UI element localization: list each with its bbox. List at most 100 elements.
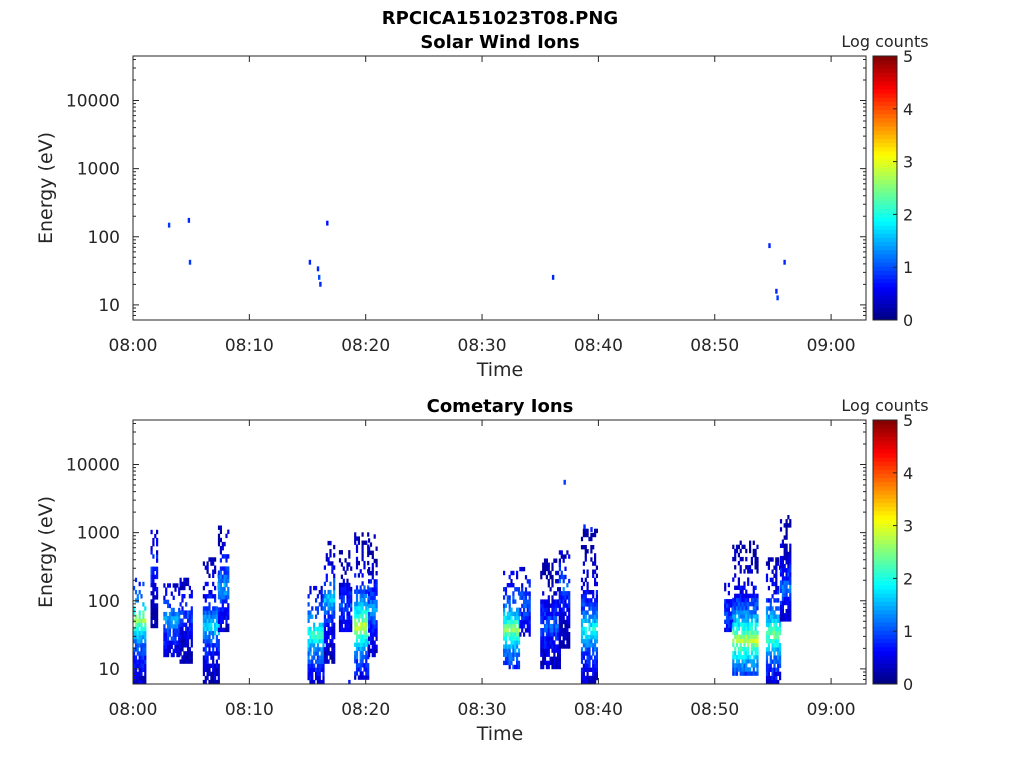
- heatmap-cell: [785, 568, 788, 573]
- heatmap-cell: [344, 623, 347, 628]
- heatmap-cell: [557, 632, 560, 637]
- heatmap-cell: [754, 630, 757, 635]
- heatmap-cell: [588, 639, 591, 644]
- heatmap-cell: [508, 660, 511, 666]
- heatmap-cell: [185, 643, 188, 648]
- heatmap-cell: [750, 561, 753, 566]
- heatmap-cell: [542, 603, 545, 608]
- heatmap-cell: [765, 610, 769, 615]
- heatmap-cell: [564, 566, 567, 571]
- heatmap-cell: [512, 599, 515, 604]
- heatmap-cell: [592, 663, 595, 668]
- heatmap-cell: [363, 642, 366, 647]
- heatmap-cell: [783, 568, 786, 573]
- heatmap-cell: [785, 555, 788, 561]
- heatmap-cell: [771, 679, 774, 685]
- heatmap-cell: [329, 643, 332, 648]
- heatmap-cell: [551, 562, 554, 567]
- colorbar-segment: [873, 486, 897, 491]
- heatmap-cell: [767, 622, 770, 628]
- heatmap-cell: [333, 626, 336, 632]
- heatmap-cell: [327, 557, 330, 562]
- heatmap-cell: [315, 614, 318, 619]
- heatmap-cell: [549, 615, 552, 621]
- colorbar-segment: [873, 179, 897, 185]
- heatmap-cell: [779, 675, 782, 681]
- heatmap-cell: [555, 632, 558, 637]
- heatmap-cell: [322, 643, 325, 648]
- heatmap-cell: [767, 598, 770, 603]
- heatmap-cell: [316, 606, 319, 611]
- heatmap-cell: [359, 609, 362, 615]
- heatmap-cell: [785, 535, 788, 540]
- heatmap-cell: [737, 577, 740, 582]
- heatmap-cell: [338, 623, 342, 628]
- heatmap-cell: [223, 574, 226, 579]
- heatmap-cell: [767, 561, 770, 566]
- heatmap-cell: [142, 675, 145, 681]
- heatmap-cell: [588, 590, 591, 595]
- heatmap-cell: [735, 667, 739, 672]
- heatmap-cell: [340, 619, 343, 624]
- heatmap-cell: [215, 679, 218, 685]
- heatmap-cell: [168, 616, 171, 621]
- heatmap-cell: [787, 555, 790, 561]
- heatmap-cell: [584, 679, 587, 685]
- colorbar-segment: [873, 531, 897, 536]
- heatmap-cell: [508, 611, 511, 617]
- heatmap-cell: [584, 659, 587, 664]
- heatmap-cell: [595, 573, 598, 578]
- heatmap-cell: [142, 659, 145, 664]
- heatmap-cell: [329, 655, 332, 660]
- heatmap-cell: [217, 578, 221, 584]
- heatmap-cell: [375, 546, 378, 551]
- heatmap-cell: [315, 606, 318, 611]
- heatmap-cell: [140, 622, 143, 628]
- heatmap-cell: [318, 663, 321, 668]
- heatmap-cell: [208, 606, 211, 611]
- heatmap-cell: [361, 540, 364, 545]
- heatmap-cell: [549, 660, 552, 666]
- solar-wind-panel: Solar Wind Ions 08:00 08:10 08:20 08:30 08:4…: [35, 32, 929, 381]
- heatmap-cell: [346, 623, 349, 628]
- heatmap-cell: [566, 607, 569, 612]
- heatmap-cell: [523, 624, 526, 629]
- heatmap-cell: [156, 537, 159, 543]
- heatmap-cell: [221, 541, 224, 547]
- heatmap-cell: [176, 644, 179, 649]
- heatmap-cell: [206, 634, 209, 640]
- y-axis-label: Energy (eV): [35, 132, 57, 244]
- heatmap-cell: [311, 675, 314, 681]
- y-tick-label: 10: [98, 660, 120, 680]
- heatmap-cell: [369, 595, 373, 600]
- y-tick-label: 10: [98, 296, 120, 316]
- heatmap-cell: [373, 640, 376, 645]
- heatmap-cell: [773, 610, 776, 615]
- heatmap-cell: [524, 575, 528, 580]
- heatmap-cell: [346, 595, 349, 600]
- heatmap-cell: [150, 582, 153, 588]
- heatmap-cell: [323, 618, 326, 623]
- colorbar-segment: [873, 560, 897, 565]
- heatmap-cell: [142, 602, 145, 607]
- heatmap-cell: [318, 671, 321, 677]
- colorbar-tick-label: 4: [903, 100, 913, 119]
- heatmap-cell: [327, 634, 330, 640]
- heatmap-cell: [727, 615, 730, 620]
- heatmap-cell: [542, 636, 545, 641]
- heatmap-cell: [580, 647, 584, 652]
- heatmap-cell: [785, 613, 788, 618]
- heatmap-cell: [208, 602, 211, 607]
- heatmap-cell: [154, 566, 157, 571]
- heatmap-cell: [138, 643, 141, 648]
- heatmap-cell: [555, 623, 558, 629]
- heatmap-cell: [754, 561, 757, 566]
- heatmap-cell: [727, 582, 730, 588]
- heatmap-cell: [584, 545, 587, 550]
- heatmap-cell: [214, 651, 217, 656]
- heatmap-cell: [750, 597, 753, 603]
- heatmap-cell: [167, 640, 170, 645]
- heatmap-cell: [133, 679, 136, 685]
- heatmap-cell: [170, 652, 173, 658]
- heatmap-cell: [769, 577, 772, 583]
